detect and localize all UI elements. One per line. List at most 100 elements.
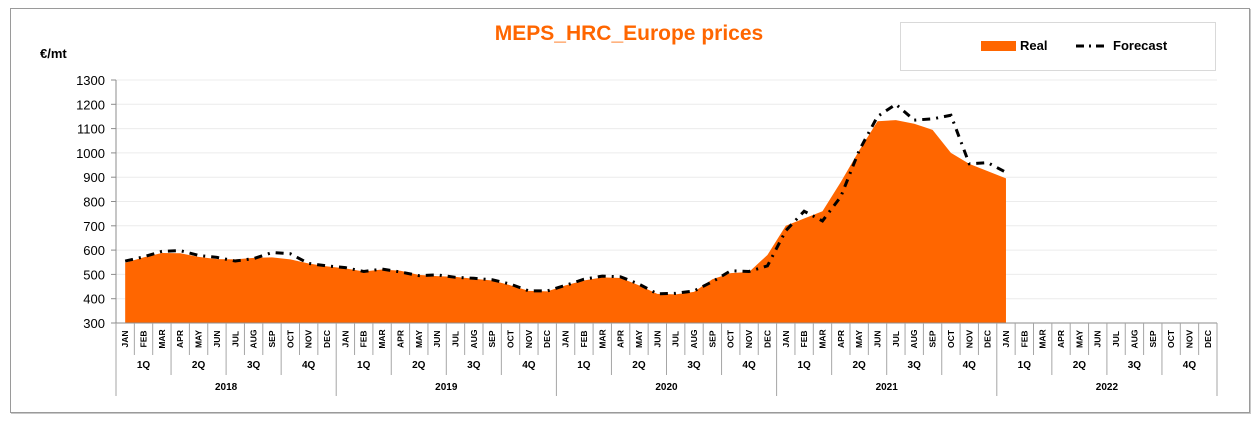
- x-month-label: JUL: [671, 331, 681, 347]
- x-month-label: JUL: [230, 331, 240, 347]
- x-quarter-label: 4Q: [302, 360, 316, 371]
- x-month-label: JUN: [652, 330, 662, 347]
- x-month-label: APR: [616, 330, 626, 348]
- x-month-label: NOV: [524, 329, 534, 348]
- legend: Real Forecast: [900, 22, 1216, 71]
- x-quarter-label: 4Q: [1183, 360, 1197, 371]
- x-quarter-label: 2Q: [1073, 360, 1087, 371]
- x-quarter-label: 2Q: [412, 360, 426, 371]
- legend-swatch-real: [981, 40, 1016, 51]
- y-tick-label: 700: [83, 219, 105, 234]
- x-month-label: MAY: [414, 330, 424, 348]
- y-tick-label: 400: [83, 292, 105, 307]
- x-year-label: 2019: [435, 382, 458, 393]
- x-month-label: DEC: [542, 330, 552, 348]
- x-month-label: AUG: [249, 329, 259, 348]
- x-month-label: MAR: [597, 329, 607, 348]
- x-month-label: MAR: [817, 329, 827, 348]
- x-month-label: APR: [1056, 330, 1066, 348]
- x-month-label: SEP: [707, 330, 717, 347]
- x-quarter-label: 1Q: [577, 360, 591, 371]
- legend-item-forecast: Forecast: [1071, 38, 1167, 53]
- x-month-label: JUN: [432, 330, 442, 347]
- legend-label-real: Real: [1020, 38, 1048, 53]
- x-quarter-label: 3Q: [247, 360, 261, 371]
- x-month-label: NOV: [744, 329, 754, 348]
- x-quarter-label: 1Q: [797, 360, 811, 371]
- x-month-label: MAY: [1074, 330, 1084, 348]
- x-month-label: FEB: [799, 331, 809, 348]
- x-month-label: AUG: [469, 329, 479, 348]
- y-tick-label: 800: [83, 195, 105, 210]
- x-month-label: DEC: [322, 330, 332, 348]
- y-tick-label: 600: [83, 243, 105, 258]
- x-year-label: 2022: [1096, 382, 1119, 393]
- x-year-label: 2021: [876, 382, 899, 393]
- y-tick-label: 500: [83, 267, 105, 282]
- legend-swatch-forecast: [1076, 44, 1109, 47]
- x-month-label: FEB: [579, 331, 589, 348]
- x-month-label: FEB: [359, 331, 369, 348]
- x-quarter-label: 1Q: [137, 360, 151, 371]
- x-month-label: JAN: [340, 330, 350, 347]
- x-month-label: SEP: [487, 330, 497, 347]
- legend-label-forecast: Forecast: [1113, 38, 1168, 53]
- x-quarter-label: 1Q: [1018, 360, 1032, 371]
- y-tick-label: 1200: [76, 97, 105, 112]
- x-month-label: MAR: [1038, 329, 1048, 348]
- y-axis-unit-label: €/mt: [40, 46, 67, 61]
- x-month-label: MAY: [634, 330, 644, 348]
- x-month-label: APR: [395, 330, 405, 348]
- x-quarter-label: 2Q: [632, 360, 646, 371]
- x-month-label: APR: [175, 330, 185, 348]
- x-month-label: MAY: [194, 330, 204, 348]
- x-month-label: OCT: [285, 329, 295, 348]
- x-year-label: 2020: [655, 382, 678, 393]
- x-month-label: JUL: [450, 331, 460, 347]
- y-tick-label: 1100: [77, 122, 105, 137]
- x-month-label: NOV: [304, 329, 314, 348]
- x-month-label: FEB: [1019, 331, 1029, 348]
- x-month-label: AUG: [689, 329, 699, 348]
- x-month-label: OCT: [946, 329, 956, 348]
- x-month-label: AUG: [909, 329, 919, 348]
- x-month-label: JAN: [120, 330, 130, 347]
- y-tick-label: 900: [83, 170, 105, 185]
- x-quarter-label: 2Q: [853, 360, 867, 371]
- x-quarter-label: 4Q: [522, 360, 536, 371]
- x-month-label: MAR: [377, 329, 387, 348]
- x-month-label: SEP: [267, 330, 277, 347]
- x-month-label: NOV: [1184, 329, 1194, 348]
- x-month-label: JAN: [781, 330, 791, 347]
- x-month-label: AUG: [1129, 329, 1139, 348]
- x-quarter-label: 2Q: [192, 360, 206, 371]
- x-month-label: DEC: [983, 330, 993, 348]
- x-month-label: OCT: [506, 329, 516, 348]
- x-month-label: DEC: [1203, 330, 1213, 348]
- x-month-label: JUL: [891, 331, 901, 347]
- x-month-label: JUL: [1111, 331, 1121, 347]
- x-quarter-label: 4Q: [963, 360, 977, 371]
- y-tick-label: 300: [83, 316, 105, 331]
- legend-item-real: Real: [981, 38, 1047, 53]
- x-month-label: OCT: [726, 329, 736, 348]
- x-month-label: MAY: [854, 330, 864, 348]
- x-month-label: SEP: [1148, 330, 1158, 347]
- x-month-label: JAN: [1001, 330, 1011, 347]
- x-quarter-label: 1Q: [357, 360, 371, 371]
- x-month-label: APR: [836, 330, 846, 348]
- x-quarter-label: 3Q: [908, 360, 922, 371]
- x-quarter-label: 4Q: [742, 360, 756, 371]
- real-area: [125, 120, 1006, 323]
- y-tick-label: 1300: [76, 73, 105, 88]
- x-month-label: MAR: [157, 329, 167, 348]
- x-month-label: NOV: [964, 329, 974, 348]
- x-month-label: JUN: [1093, 330, 1103, 347]
- x-quarter-label: 3Q: [467, 360, 481, 371]
- y-tick-label: 1000: [76, 146, 105, 161]
- x-month-label: JUN: [212, 330, 222, 347]
- x-month-label: SEP: [928, 330, 938, 347]
- x-month-label: JUN: [873, 330, 883, 347]
- chart-title: MEPS_HRC_Europe prices: [494, 22, 764, 45]
